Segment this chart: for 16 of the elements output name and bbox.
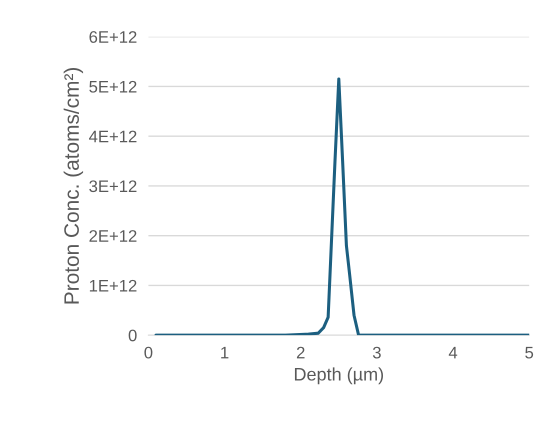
y-tick-label: 6E+12 bbox=[89, 31, 136, 43]
y-tick-label: 4E+12 bbox=[89, 130, 136, 142]
x-tick-label: 0 bbox=[144, 346, 152, 359]
x-tick-label: 5 bbox=[525, 346, 534, 359]
y-tick-label: 1E+12 bbox=[90, 280, 136, 292]
y-tick-label: 5E+12 bbox=[89, 80, 136, 93]
x-tick-label: 2 bbox=[296, 346, 305, 358]
y-axis-title: Proton Conc. (atoms/cm²) bbox=[64, 68, 84, 304]
x-tick-label: 1 bbox=[221, 346, 228, 358]
x-tick-label: 3 bbox=[372, 346, 381, 359]
x-tick-label: 4 bbox=[448, 346, 458, 358]
line-series bbox=[154, 77, 530, 336]
y-tick-label: 2E+12 bbox=[89, 230, 136, 242]
y-tick-label: 0 bbox=[128, 330, 137, 342]
y-tick-label: 3E+12 bbox=[89, 180, 136, 192]
x-axis-title: Depth (µm) bbox=[294, 367, 384, 384]
